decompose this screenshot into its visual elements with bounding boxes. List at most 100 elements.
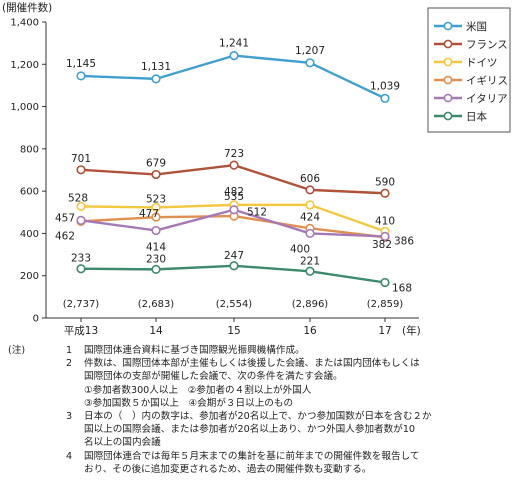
note-item: (注) 1 国際団体連合資料に基づき国際観光振興機構作成。 <box>8 344 513 357</box>
data-point <box>380 188 390 198</box>
legend-swatch-marker <box>443 93 453 103</box>
y-tick-label: 1,000 <box>10 102 39 113</box>
x-tick-label: 17 <box>378 325 391 337</box>
data-label: 512 <box>247 207 267 219</box>
legend-label: イタリア <box>466 93 508 105</box>
notes: (注) 1 国際団体連合資料に基づき国際観光振興機構作成。 2 件数は、国際団体本部が主… <box>8 344 513 476</box>
line-chart: (開催件数) 0 200 400 600 800 1,000 1,200 1,400 1,14… <box>2 1 511 337</box>
data-label: 457 <box>55 212 75 224</box>
note-text: 国際団体連合資料に基づき国際観光振興機構作成。 <box>84 345 305 356</box>
data-point <box>229 51 239 61</box>
data-point <box>151 169 161 180</box>
legend-label: ドイツ <box>466 57 498 69</box>
data-point <box>151 212 161 222</box>
note-number: 4 <box>66 450 73 462</box>
legend-label: イギリス <box>466 75 508 87</box>
note-text: 国以上の国際会議、または参加者が20名以上あり、かつ外国人参加者数が10 <box>84 424 416 436</box>
data-label: 723 <box>224 148 244 160</box>
data-label: 233 <box>71 253 91 265</box>
y-tick-label: 200 <box>20 271 39 282</box>
y-tick-label: 800 <box>20 144 39 155</box>
note-number: 1 <box>66 345 73 356</box>
data-point <box>380 231 390 241</box>
y-axis-title: (開催件数) <box>2 1 52 14</box>
data-label: 462 <box>55 230 75 242</box>
data-label: 528 <box>68 192 88 204</box>
data-point <box>305 185 315 195</box>
y-tick-label: 0 <box>33 314 39 325</box>
data-point <box>76 165 86 175</box>
note-number: 2 <box>66 358 73 370</box>
data-label: 247 <box>224 250 244 262</box>
note-text: 国際団体の支部が開催した会議で、次の条件を満たす会議。 <box>84 371 343 383</box>
series-line <box>80 54 386 100</box>
data-label: 424 <box>300 211 320 223</box>
note-item: 4 国際団体連合では毎年５月末までの集計を基に前年までの開催件数を報告して おり、そ… <box>8 450 513 476</box>
data-label: 477 <box>139 208 159 220</box>
note-number: 3 <box>66 411 73 423</box>
data-label: 701 <box>71 153 91 165</box>
y-tick-label: 600 <box>20 187 39 198</box>
data-point <box>380 277 390 288</box>
data-label: 1,145 <box>66 58 96 70</box>
legend-swatch-marker <box>443 21 453 31</box>
data-label: 523 <box>146 193 166 205</box>
data-point <box>76 215 86 225</box>
data-label: 1,131 <box>141 61 171 73</box>
data-label: 230 <box>146 253 166 265</box>
data-label: 1,241 <box>219 38 249 50</box>
note-item: 3 日本の（ ）内の数字は、参加者が20名以上で、かつ参加国数が日本を含む２か 国以… <box>8 410 513 450</box>
data-point <box>229 261 239 271</box>
legend-label: 日本 <box>466 110 487 123</box>
note-item: 2 件数は、国際団体本部が主催もしくは後援した会議、または国内団体もしくは 国際団体… <box>8 357 513 410</box>
note-text: 国際団体連合では毎年５月末までの集計を基に前年までの開催件数を報告して <box>84 450 420 462</box>
data-point <box>76 264 86 274</box>
data-point <box>76 201 86 211</box>
data-point <box>305 228 315 239</box>
legend-swatch-marker <box>443 111 453 121</box>
x-tick-label: 14 <box>149 325 163 337</box>
data-point <box>305 266 315 276</box>
total-count-label: (2,554) <box>216 299 253 310</box>
data-point <box>380 93 390 103</box>
data-label: 410 <box>375 215 395 227</box>
legend-swatch-marker <box>443 57 453 67</box>
data-label: 386 <box>394 235 414 247</box>
data-point <box>151 264 161 274</box>
data-point <box>305 200 315 210</box>
data-point <box>229 205 239 215</box>
data-point <box>151 74 161 84</box>
legend-swatch-marker <box>443 39 453 49</box>
note-text: 日本の（ ）内の数字は、参加者が20名以上で、かつ参加国数が日本を含む２か <box>84 411 432 423</box>
y-tick-label: 1,400 <box>10 18 39 29</box>
x-tick-label: 15 <box>227 325 240 337</box>
total-count-label: (2,896) <box>292 299 329 310</box>
data-label: 168 <box>392 282 412 294</box>
notes-label: (注) <box>8 345 26 356</box>
notes-list: (注) 1 国際団体連合資料に基づき国際観光振興機構作成。 2 件数は、国際団体本部が主… <box>8 344 513 476</box>
data-point <box>151 225 161 236</box>
total-count-label: (2,683) <box>138 299 175 310</box>
total-count-label: (2,859) <box>367 299 404 310</box>
legend-box <box>427 7 511 133</box>
total-count-label: (2,737) <box>63 299 100 310</box>
data-point <box>76 71 86 81</box>
note-text: ③参加国数５か国以上 ④会期が３日以上のもの <box>84 397 294 409</box>
data-point <box>305 58 315 68</box>
note-text: 名以上の国内会議 <box>84 437 161 449</box>
data-label: 1,039 <box>370 80 400 92</box>
data-label: 535 <box>224 191 244 203</box>
data-label: 482 <box>224 186 244 198</box>
note-text: おり、その後に追加変更されるため、過去の開催件数も変動する。 <box>84 463 372 475</box>
data-label: 590 <box>375 176 395 188</box>
legend-label: 米国 <box>466 20 487 33</box>
data-point <box>151 202 161 213</box>
data-label: 400 <box>290 243 310 255</box>
x-tick-label: 平成13 <box>64 325 98 337</box>
data-label: 679 <box>146 157 166 169</box>
note-text: 件数は、国際団体本部が主催もしくは後援した会議、または国内団体もしくは <box>84 358 420 370</box>
legend-label: フランス <box>466 39 508 51</box>
data-label: 221 <box>300 255 320 267</box>
